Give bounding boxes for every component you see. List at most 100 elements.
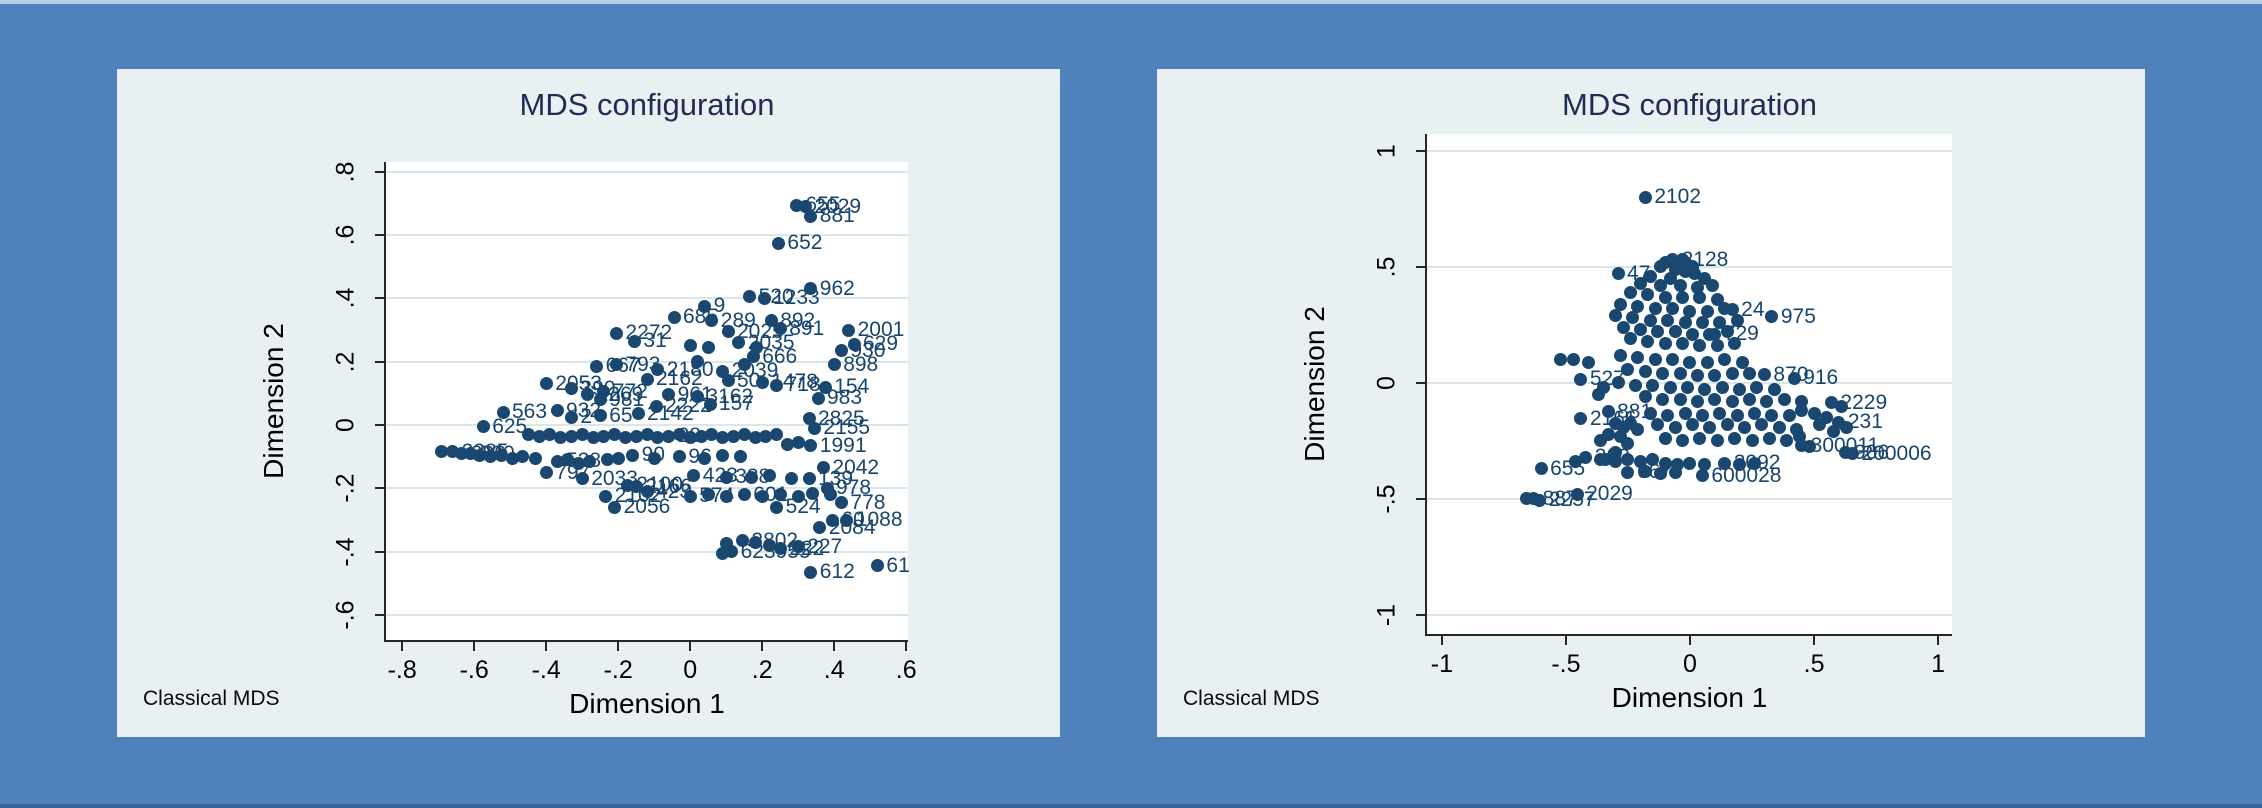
chart-title: MDS configuration (1561, 87, 1818, 122)
data-point (719, 470, 733, 484)
data-point (575, 428, 589, 442)
data-point (1827, 425, 1841, 439)
data-point (599, 489, 613, 503)
data-point-label: 524 (785, 495, 821, 519)
data-point-label: 563 (512, 400, 548, 424)
data-point (516, 450, 530, 464)
right-plot-area: 1.50-.5-1-1-.50.512102212847249757295278… (1157, 69, 2145, 737)
data-point (771, 236, 785, 250)
data-point (494, 448, 508, 462)
data-point (1765, 310, 1779, 324)
data-point (1750, 381, 1764, 395)
data-point (1678, 265, 1692, 279)
data-point (726, 429, 740, 443)
data-point (1834, 399, 1848, 413)
data-point (1554, 353, 1568, 367)
data-point-label: 2001 (857, 318, 905, 342)
data-point (762, 538, 776, 552)
data-point (755, 489, 769, 503)
data-point-label: 157 (719, 392, 755, 416)
x-tick (545, 642, 548, 651)
data-point (593, 409, 607, 423)
data-point-label: 2 (580, 405, 593, 429)
data-point (649, 399, 663, 413)
data-point (1748, 456, 1761, 470)
data-point (1594, 453, 1608, 467)
data-point-label: 2042 (832, 455, 880, 479)
y-tick-label: -1 (1372, 603, 1401, 627)
data-point-label: 2025 (737, 319, 784, 343)
y-tick (1416, 613, 1425, 616)
data-point (1614, 297, 1628, 311)
y-tick (375, 170, 384, 173)
data-point (698, 451, 712, 465)
data-point (1718, 456, 1732, 470)
data-point (1782, 408, 1796, 422)
data-point (1661, 313, 1675, 327)
data-point-label: 2155 (823, 416, 871, 440)
data-point (748, 431, 762, 445)
y-tick-label: .2 (331, 351, 360, 373)
data-point-label: 916 (1803, 366, 1839, 390)
data-point (586, 431, 600, 445)
data-point (1534, 462, 1548, 476)
data-point (1787, 371, 1801, 385)
data-point (1648, 353, 1662, 367)
data-point-label: 300011 (1811, 434, 1880, 457)
data-point (640, 428, 654, 442)
y-tick-label: .5 (1372, 256, 1401, 278)
x-tick-label: 0 (1683, 650, 1697, 678)
data-point (683, 339, 697, 353)
data-point-label: 718 (785, 373, 821, 397)
data-point-label: 930 (850, 338, 886, 362)
gridline (1427, 613, 1952, 616)
gridline (386, 550, 908, 553)
data-point (1638, 364, 1652, 378)
data-point (1673, 392, 1687, 406)
data-point-label: 666 (762, 344, 798, 368)
data-point (1666, 353, 1680, 367)
data-point (1695, 408, 1709, 422)
y-tick-label: .8 (331, 161, 360, 183)
data-point (1708, 369, 1722, 383)
data-point-label: 154 (834, 375, 870, 399)
data-point (640, 372, 654, 386)
data-point (1656, 392, 1670, 406)
data-point (701, 488, 715, 502)
data-point (1611, 376, 1625, 390)
data-point (1713, 406, 1727, 420)
data-point (1658, 456, 1672, 470)
data-point-label: 3162 (706, 384, 754, 408)
data-point (1643, 406, 1657, 420)
data-point-label: 906 (1854, 440, 1890, 464)
data-point (1646, 378, 1660, 392)
data-point-label: 2222 (665, 394, 712, 418)
data-point (721, 325, 735, 339)
data-point (780, 437, 794, 451)
data-point (770, 378, 784, 392)
gridline (386, 360, 908, 363)
x-tick (689, 642, 692, 651)
data-point-label: 629 (863, 332, 899, 356)
data-point (816, 461, 830, 475)
data-point (1579, 450, 1593, 464)
data-point-label: 227 (807, 534, 843, 558)
data-point (1685, 418, 1699, 432)
data-point (1653, 279, 1667, 292)
data-point (1838, 446, 1852, 460)
data-point (1533, 493, 1547, 507)
data-point (539, 466, 553, 480)
gridline (386, 613, 908, 616)
canvas-bottom-edge (0, 804, 2262, 808)
y-tick (375, 234, 384, 237)
x-tick-label: -.5 (1551, 650, 1581, 678)
data-point (1668, 465, 1682, 479)
data-point (483, 450, 497, 464)
data-point (1621, 436, 1635, 450)
data-point (572, 456, 586, 470)
data-point (1646, 453, 1660, 467)
data-point-label: 898 (843, 352, 879, 376)
data-point (784, 472, 798, 486)
chart-note: Classical MDS (1183, 687, 1320, 710)
data-point (597, 429, 611, 443)
